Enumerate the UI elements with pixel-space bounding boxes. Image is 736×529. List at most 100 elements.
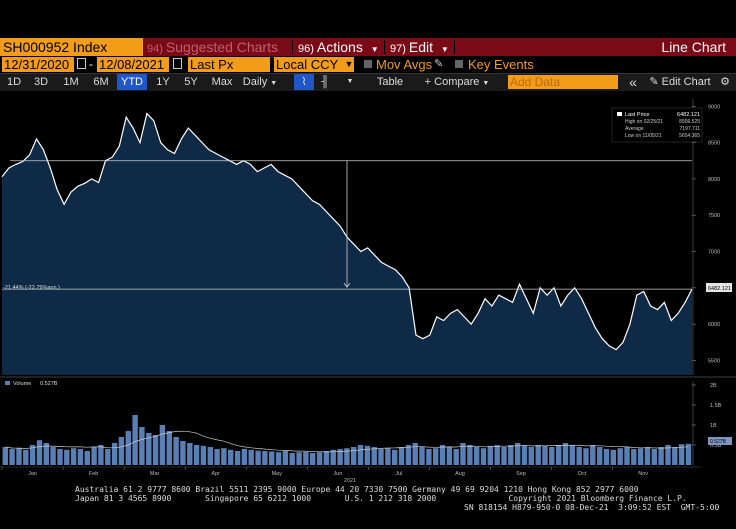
volume-bar [351, 447, 357, 465]
compare-button[interactable]: + Compare ▼ [422, 74, 492, 90]
price-chart[interactable]: -21.44% (-22.79%ann.) 9000 8500 8000 7500 70… [0, 91, 736, 483]
range-1y-button[interactable]: 1Y [156, 76, 170, 88]
collapse-arrows-icon[interactable]: « [629, 74, 637, 90]
range-1d-button[interactable]: 1D [6, 76, 22, 88]
volume-bar [521, 445, 528, 465]
period-label: Daily [242, 76, 268, 88]
range-6m-button[interactable]: 6M [93, 76, 109, 88]
x-tick-label: Nov [638, 471, 648, 477]
volume-bar [50, 447, 56, 465]
price-field-select[interactable]: Last Px [188, 57, 270, 72]
range-max-button[interactable]: Max [211, 76, 233, 88]
volume-bar [658, 447, 664, 465]
volume-bar [337, 449, 343, 465]
legend-average-label: Average [625, 126, 644, 132]
suggested-charts-menu[interactable]: 94) Suggested Charts [147, 38, 278, 56]
ticker-field[interactable]: SH000952 Index [0, 38, 143, 56]
volume-bar [460, 443, 466, 465]
pencil-icon: ✎ [649, 76, 659, 88]
edit-number: 97) [390, 43, 406, 55]
footer-session-line: SN 818154 H879-950-0 08-Dec-21 3:09:52 E… [464, 503, 720, 512]
volume-bar [637, 448, 644, 465]
volume-bar [515, 443, 521, 465]
key-events-label[interactable]: Key Events [468, 57, 534, 72]
x-tick-label: Sep [516, 471, 526, 477]
legend-swatch [617, 112, 622, 116]
volume-bar [221, 448, 227, 465]
volume-bar [64, 449, 70, 465]
mov-avgs-label[interactable]: Mov Avgs [376, 57, 433, 72]
key-events-checkbox[interactable] [455, 60, 463, 68]
range-5y-button[interactable]: 5Y [184, 76, 198, 88]
volume-tag-box [708, 437, 732, 445]
volume-bar [549, 447, 555, 465]
line-chart-icon[interactable]: ⌇ [294, 74, 314, 90]
volume-bar [36, 440, 43, 465]
volume-bar [152, 435, 159, 465]
start-date-field[interactable]: 12/31/2020 [2, 57, 74, 72]
actions-menu[interactable]: 96) Actions ▼ [298, 38, 379, 56]
volume-bars [2, 415, 692, 465]
edit-menu[interactable]: 97) Edit ▼ [390, 38, 449, 56]
volume-bar [303, 451, 309, 465]
volume-bar [43, 443, 49, 465]
volume-bar [159, 425, 166, 465]
volume-bar [166, 431, 172, 465]
volume-y-tick-label: 2B [710, 383, 717, 389]
gear-icon[interactable]: ⚙ [720, 76, 730, 88]
calendar-icon[interactable] [173, 58, 182, 69]
edit-chart-button[interactable]: ✎ Edit Chart [645, 74, 715, 90]
volume-bar [146, 433, 152, 465]
volume-bar [228, 449, 234, 465]
volume-bar [501, 447, 507, 465]
date-separator: - [89, 57, 93, 71]
volume-bar [9, 449, 15, 465]
volume-bar [282, 451, 289, 465]
volume-bar [603, 449, 610, 465]
add-data-input[interactable]: Add Data [508, 75, 618, 89]
volume-bar [77, 449, 84, 465]
volume-bar [371, 447, 377, 465]
volume-bar [330, 449, 336, 465]
ohlc-chart-icon[interactable]: ╢ [321, 76, 329, 88]
volume-bar [364, 445, 371, 465]
price-y-tick-label: 6000 [708, 322, 720, 328]
range-ytd-button[interactable]: YTD [117, 74, 147, 90]
legend-low-value: 5654.365 [679, 133, 700, 139]
chart-settings-row: 12/31/2020 - 12/08/2021 Last Px Local CC… [0, 57, 736, 73]
mov-avgs-checkbox[interactable] [364, 60, 372, 68]
price-y-axis: 90008500800075007000650060005500 [692, 99, 720, 375]
volume-bar [678, 444, 685, 465]
pencil-icon[interactable]: ✎ [434, 58, 444, 70]
suggested-number: 94) [147, 43, 163, 55]
volume-bar [248, 449, 254, 465]
change-annotation: -21.44% (-22.79%ann.) [3, 285, 60, 291]
calendar-icon[interactable] [77, 58, 86, 69]
volume-bar [590, 445, 596, 465]
table-button[interactable]: Table [376, 76, 404, 88]
range-3d-button[interactable]: 3D [33, 76, 49, 88]
volume-bar [344, 448, 350, 465]
volume-bar [378, 449, 384, 465]
volume-bar [180, 441, 186, 465]
volume-bar [569, 445, 575, 465]
command-bar: SH000952 Index 94) Suggested Charts 96) Ac… [0, 38, 736, 56]
volume-bar [296, 452, 302, 465]
volume-bar [207, 447, 213, 465]
volume-bar [200, 445, 207, 465]
volume-bar [562, 443, 569, 465]
volume-y-tick-label: 1B [710, 423, 717, 429]
legend-average-value: 7197.711 [680, 126, 701, 132]
range-1m-button[interactable]: 1M [63, 76, 79, 88]
currency-select[interactable]: Local CCY [274, 57, 344, 72]
volume-bar [70, 448, 77, 465]
volume-bar [624, 447, 630, 465]
volume-bar [610, 449, 616, 465]
x-axis-year: 2021 [344, 478, 356, 483]
chevron-down-icon[interactable]: ▼ [346, 78, 354, 85]
end-date-field[interactable]: 12/08/2021 [97, 57, 169, 72]
volume-bar [173, 437, 179, 465]
volume-bar [528, 447, 534, 465]
chevron-down-icon[interactable]: ▼ [344, 57, 354, 72]
period-select[interactable]: Daily ▼ [242, 74, 278, 90]
